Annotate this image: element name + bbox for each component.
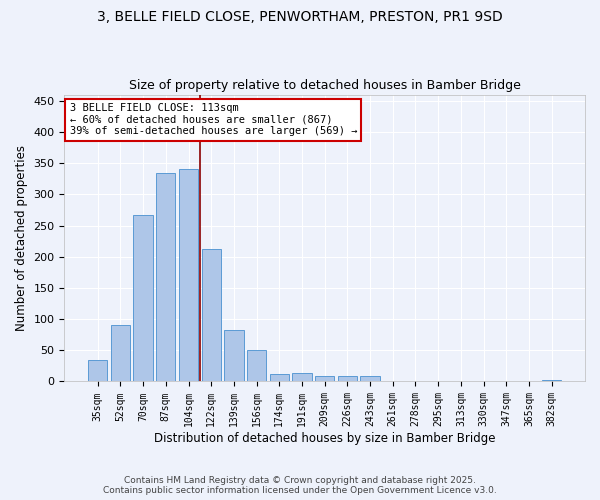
Bar: [315, 376, 334, 382]
Bar: [202, 249, 221, 382]
Text: 3, BELLE FIELD CLOSE, PENWORTHAM, PRESTON, PR1 9SD: 3, BELLE FIELD CLOSE, PENWORTHAM, PRESTO…: [97, 10, 503, 24]
Bar: [247, 350, 266, 382]
X-axis label: Distribution of detached houses by size in Bamber Bridge: Distribution of detached houses by size …: [154, 432, 496, 445]
Bar: [338, 376, 357, 382]
Bar: [292, 372, 311, 382]
Bar: [269, 374, 289, 382]
Bar: [133, 215, 153, 382]
Bar: [88, 360, 107, 382]
Text: Contains HM Land Registry data © Crown copyright and database right 2025.
Contai: Contains HM Land Registry data © Crown c…: [103, 476, 497, 495]
Bar: [111, 324, 130, 382]
Bar: [179, 170, 198, 382]
Y-axis label: Number of detached properties: Number of detached properties: [15, 145, 28, 331]
Bar: [542, 380, 562, 382]
Bar: [156, 172, 175, 382]
Bar: [224, 330, 244, 382]
Title: Size of property relative to detached houses in Bamber Bridge: Size of property relative to detached ho…: [129, 79, 521, 92]
Text: 3 BELLE FIELD CLOSE: 113sqm
← 60% of detached houses are smaller (867)
39% of se: 3 BELLE FIELD CLOSE: 113sqm ← 60% of det…: [70, 103, 357, 136]
Bar: [361, 376, 380, 382]
